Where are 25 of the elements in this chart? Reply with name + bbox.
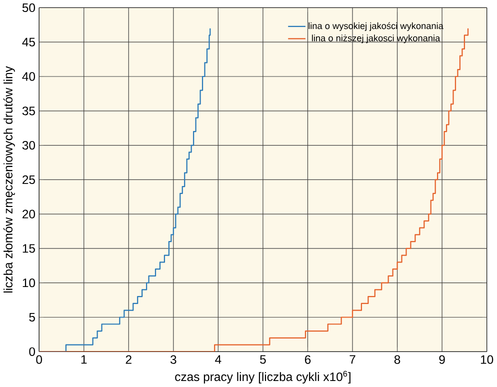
x-axis-title: czas pracy liny [liczba cykli x10$^{6}$] xyxy=(175,370,350,384)
y-tick-label: 35 xyxy=(22,106,35,116)
x-tick-label: 4 xyxy=(215,355,222,364)
y-tick-label: 15 xyxy=(22,244,35,253)
x-tick-label: 0 xyxy=(36,355,42,364)
x-tick-label: 6 xyxy=(304,355,311,364)
y-tick-label: 20 xyxy=(22,210,36,218)
x-tick-label: 5 xyxy=(260,355,266,364)
y-tick-label: 10 xyxy=(22,278,36,288)
legend-label: lina o wysokiej jakości wykonania xyxy=(308,22,444,31)
x-tick-label: 8 xyxy=(394,355,400,364)
y-tick-label: 5 xyxy=(29,313,35,322)
y-tick-label: 50 xyxy=(22,3,36,12)
x-tick-label: 2 xyxy=(126,355,132,364)
y-tick-label: 30 xyxy=(22,141,36,150)
x-tick-label: 9 xyxy=(439,355,445,364)
y-tick-label: 25 xyxy=(22,175,35,184)
x-tick-label: 1 xyxy=(81,355,87,364)
x-tick-label: 3 xyxy=(170,355,176,364)
x-tick-label: 10 xyxy=(480,355,494,364)
x-tick-label: 7 xyxy=(350,355,356,364)
y-tick-label: 45 xyxy=(22,38,35,46)
y-tick-label: 40 xyxy=(22,72,36,81)
y-axis-title: liczba złomów zmęczeniowych drutów liny xyxy=(3,66,15,293)
y-tick-label: 0 xyxy=(29,347,36,356)
